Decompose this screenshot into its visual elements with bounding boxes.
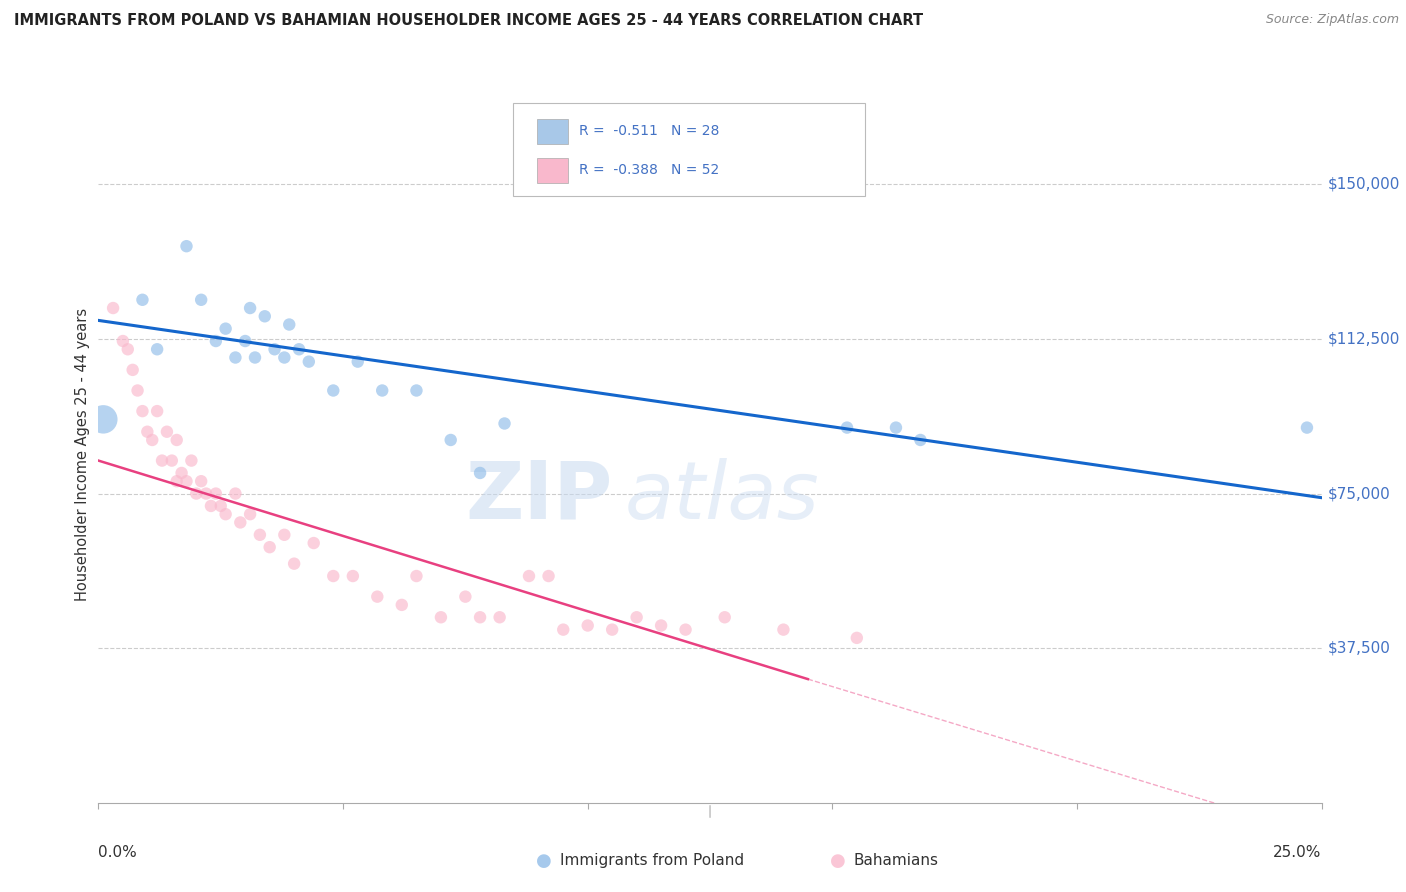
Text: R =  -0.511   N = 28: R = -0.511 N = 28 — [579, 124, 720, 138]
Text: $75,000: $75,000 — [1327, 486, 1391, 501]
Point — [298, 354, 321, 368]
Point — [537, 569, 560, 583]
Point — [224, 486, 246, 500]
Text: $37,500: $37,500 — [1327, 640, 1391, 656]
Point — [146, 404, 169, 418]
Point — [273, 351, 295, 365]
Point — [249, 528, 271, 542]
Point — [127, 384, 149, 398]
Text: Immigrants from Poland: Immigrants from Poland — [560, 854, 744, 868]
Text: atlas: atlas — [624, 458, 820, 536]
Point — [626, 610, 648, 624]
Point — [553, 623, 575, 637]
Point — [166, 474, 188, 488]
Point — [214, 507, 236, 521]
Point — [131, 404, 153, 418]
Point — [146, 343, 169, 357]
Text: ZIP: ZIP — [465, 458, 612, 536]
Point — [214, 321, 236, 335]
Point — [166, 433, 188, 447]
Text: $150,000: $150,000 — [1327, 177, 1400, 192]
Point — [150, 453, 173, 467]
Point — [910, 433, 932, 447]
Point — [288, 343, 311, 357]
Point — [278, 318, 301, 332]
Y-axis label: Householder Income Ages 25 - 44 years: Householder Income Ages 25 - 44 years — [75, 309, 90, 601]
Point — [239, 507, 262, 521]
Point — [239, 301, 262, 315]
Point — [180, 453, 202, 467]
Point — [205, 486, 228, 500]
Point — [342, 569, 364, 583]
Point — [263, 343, 285, 357]
Point — [117, 343, 139, 357]
Point — [405, 569, 427, 583]
Point — [253, 310, 276, 324]
Point — [371, 384, 394, 398]
Point — [101, 301, 124, 315]
Point — [273, 528, 295, 542]
Point — [136, 425, 159, 439]
Point — [141, 433, 163, 447]
Text: Bahamians: Bahamians — [853, 854, 938, 868]
Point — [156, 425, 179, 439]
Text: R =  -0.388   N = 52: R = -0.388 N = 52 — [579, 163, 720, 178]
Text: ●: ● — [830, 852, 846, 870]
Point — [675, 623, 697, 637]
Point — [713, 610, 735, 624]
Point — [884, 420, 907, 434]
Point — [190, 293, 212, 307]
Point — [186, 486, 208, 500]
Point — [322, 384, 344, 398]
Point — [1296, 420, 1319, 434]
Point — [440, 433, 463, 447]
Point — [190, 474, 212, 488]
Point — [243, 351, 266, 365]
Point — [224, 351, 246, 365]
Point — [209, 499, 232, 513]
Point — [488, 610, 510, 624]
Text: Source: ZipAtlas.com: Source: ZipAtlas.com — [1265, 13, 1399, 27]
Point — [131, 293, 153, 307]
Point — [366, 590, 388, 604]
Point — [845, 631, 868, 645]
Point — [302, 536, 325, 550]
Point — [170, 466, 193, 480]
Point — [205, 334, 228, 348]
Point — [576, 618, 599, 632]
Point — [454, 590, 477, 604]
Point — [259, 540, 281, 554]
Point — [468, 610, 491, 624]
Point — [468, 466, 491, 480]
Text: ●: ● — [536, 852, 553, 870]
Point — [121, 363, 143, 377]
Point — [160, 453, 183, 467]
Point — [322, 569, 344, 583]
Point — [176, 474, 198, 488]
Point — [405, 384, 427, 398]
Point — [517, 569, 540, 583]
Point — [283, 557, 305, 571]
Point — [233, 334, 256, 348]
Text: 25.0%: 25.0% — [1274, 845, 1322, 860]
Point — [600, 623, 623, 637]
Point — [176, 239, 198, 253]
Point — [772, 623, 794, 637]
Point — [111, 334, 134, 348]
Point — [391, 598, 413, 612]
Text: 0.0%: 0.0% — [98, 845, 138, 860]
Point — [650, 618, 672, 632]
Point — [91, 412, 114, 426]
Text: IMMIGRANTS FROM POLAND VS BAHAMIAN HOUSEHOLDER INCOME AGES 25 - 44 YEARS CORRELA: IMMIGRANTS FROM POLAND VS BAHAMIAN HOUSE… — [14, 13, 924, 29]
Point — [494, 417, 516, 431]
Point — [430, 610, 453, 624]
Text: $112,500: $112,500 — [1327, 332, 1400, 346]
Point — [200, 499, 222, 513]
Point — [195, 486, 218, 500]
Point — [346, 354, 368, 368]
Point — [835, 420, 858, 434]
Point — [229, 516, 252, 530]
